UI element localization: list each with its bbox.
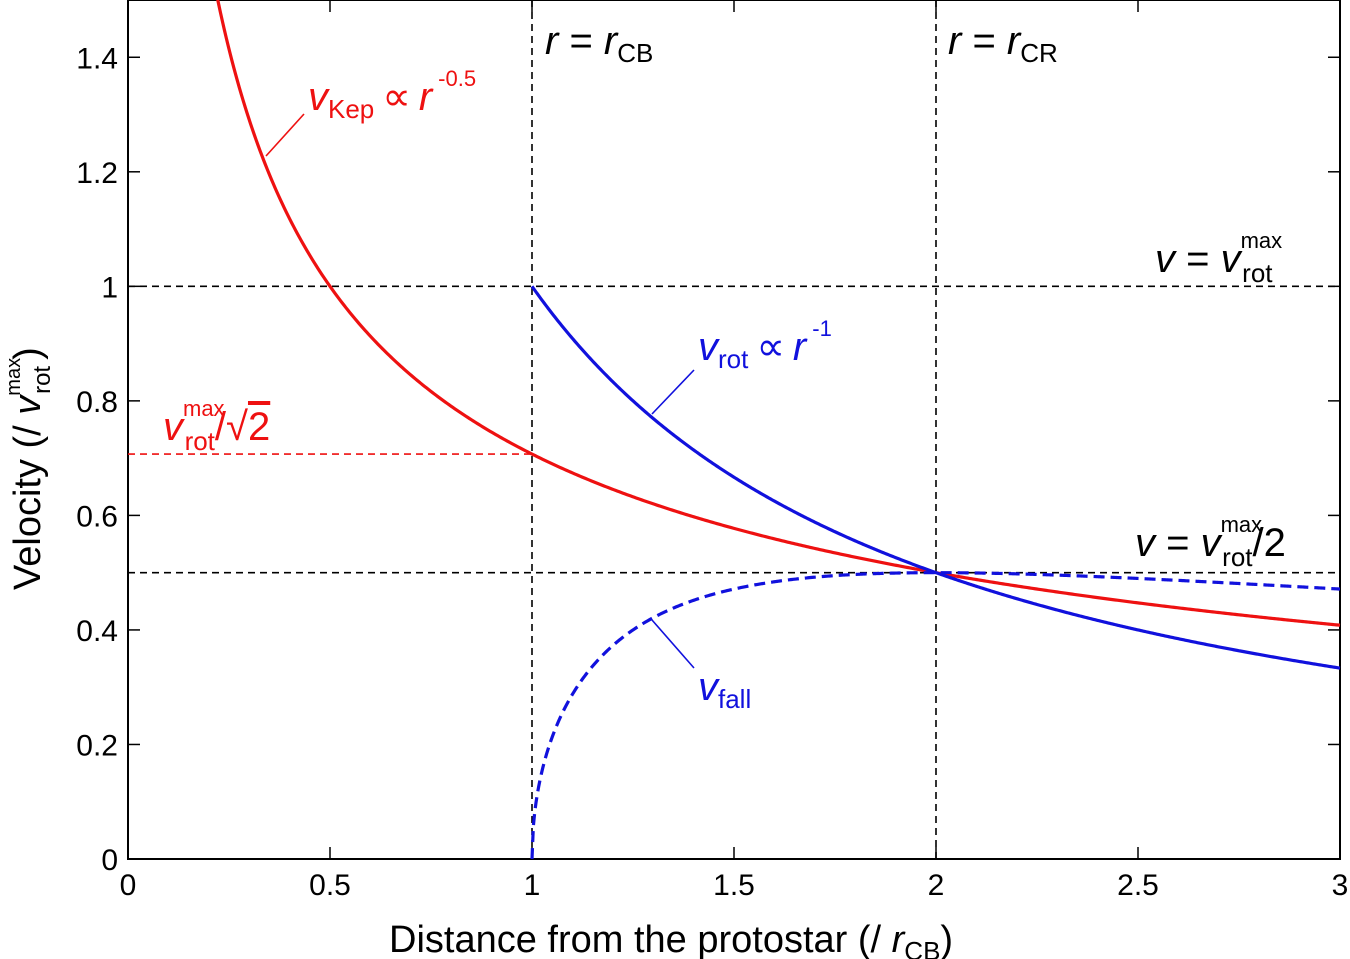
kep-leader-line	[265, 113, 305, 157]
y-axis-title-sub: rot	[29, 366, 56, 394]
series-v-rot	[530, 285, 1341, 670]
x-axis-title-sub: CB	[904, 936, 940, 959]
x-axis-title-close: )	[940, 919, 953, 959]
x-axis-title-var: r	[892, 919, 906, 959]
kep-sub: Kep	[328, 94, 374, 124]
kep-sup: -0.5	[438, 66, 476, 91]
x-tick-label: 2	[928, 869, 945, 902]
y-tick-label: 1.4	[76, 42, 118, 75]
vsqrt2-sqrt: √	[226, 405, 248, 449]
y-axis-title-sup: max	[3, 358, 25, 396]
vsqrt2-label: vmax rot/√2	[163, 396, 270, 456]
y-tick-label: 0.6	[76, 500, 118, 533]
vhalf-sub: rot	[1222, 542, 1253, 572]
r-cb-eq: =	[558, 19, 604, 63]
rot-sub: rot	[718, 344, 749, 374]
reference-lines	[128, 0, 1340, 859]
vsqrt2-sup: max	[183, 396, 225, 421]
plot-frame	[127, 0, 1341, 860]
y-tick-label: 0.8	[76, 386, 118, 419]
vsqrt2-tail: /	[215, 405, 227, 449]
rot-leader-line	[651, 369, 695, 415]
rot-sup: -1	[812, 316, 832, 341]
tick-group: 0 0.5 1 1.5 2 2.5 3 0 0.2 0.4 0.6 0.8 1 1.2 1.4	[76, 0, 1348, 902]
y-axis-title: Velocity (/ vmax rot)	[3, 347, 56, 590]
vmax-eq: =	[1175, 237, 1221, 281]
y-tick-label: 0.2	[76, 729, 118, 762]
r-cr-lhs: r	[948, 19, 963, 63]
x-axis-title: Distance from the protostar (/ rCB)	[389, 919, 953, 959]
vhalf-label: v = vmax rot/2	[1135, 512, 1286, 572]
r-cb-lhs: r	[545, 19, 560, 63]
vhalf-var: v	[1201, 521, 1223, 565]
curve-group	[216, 0, 1341, 860]
r-cb-label: r = rCB	[545, 19, 653, 68]
r-cr-label: r = rCR	[948, 19, 1058, 68]
vhalf-lhs: v	[1135, 521, 1157, 565]
kep-prop: ∝	[382, 75, 411, 119]
vsqrt2-root: 2	[248, 405, 270, 449]
vhalf-sup: max	[1221, 512, 1263, 537]
y-tick-label: 0	[101, 844, 118, 877]
y-tick-label: 0.4	[76, 615, 118, 648]
vsqrt2-var: v	[163, 405, 185, 449]
x-tick-label: 2.5	[1117, 869, 1159, 902]
y-tick-label: 1.2	[76, 157, 118, 190]
x-tick-label: 0.5	[309, 869, 351, 902]
r-cb-var: r	[604, 19, 619, 63]
r-cr-eq: =	[961, 19, 1007, 63]
fall-leader-line	[651, 619, 695, 669]
kep-annotation: vKep ∝ r -0.5	[308, 66, 476, 124]
y-tick-label: 1	[101, 271, 118, 304]
r-cb-sub: CB	[617, 38, 653, 68]
x-tick-label: 1	[524, 869, 541, 902]
vmax-lhs: v	[1155, 237, 1177, 281]
rot-annotation: vrot ∝ r -1	[698, 316, 832, 374]
r-cr-sub: CR	[1020, 38, 1058, 68]
y-axis-title-text: Velocity (/	[7, 415, 49, 590]
x-tick-label: 0	[120, 869, 137, 902]
fall-sub: fall	[718, 684, 751, 714]
x-axis-title-text: Distance from the protostar (/	[389, 919, 892, 959]
kep-var: v	[308, 75, 330, 119]
vmax-sup: max	[1241, 228, 1283, 253]
vhalf-tail: /2	[1253, 521, 1286, 565]
x-tick-label: 3	[1332, 869, 1349, 902]
series-v-kep	[216, 0, 1341, 627]
y-axis-title-var: v	[7, 394, 49, 415]
fall-var: v	[698, 665, 720, 709]
y-axis-title-close: )	[7, 347, 49, 360]
rot-prop: ∝	[756, 325, 785, 369]
x-tick-label: 1.5	[713, 869, 755, 902]
kep-r: r	[419, 75, 434, 119]
rot-r: r	[793, 325, 808, 369]
vhalf-eq: =	[1155, 521, 1201, 565]
vsqrt2-sub: rot	[185, 426, 216, 456]
rot-var: v	[698, 325, 720, 369]
series-v-fall	[530, 571, 1341, 860]
r-cr-var: r	[1007, 19, 1022, 63]
vmax-var: v	[1221, 237, 1243, 281]
fall-annotation: vfall	[698, 665, 751, 714]
vmax-label: v = vmax rot	[1155, 228, 1282, 288]
vmax-sub: rot	[1242, 258, 1273, 288]
